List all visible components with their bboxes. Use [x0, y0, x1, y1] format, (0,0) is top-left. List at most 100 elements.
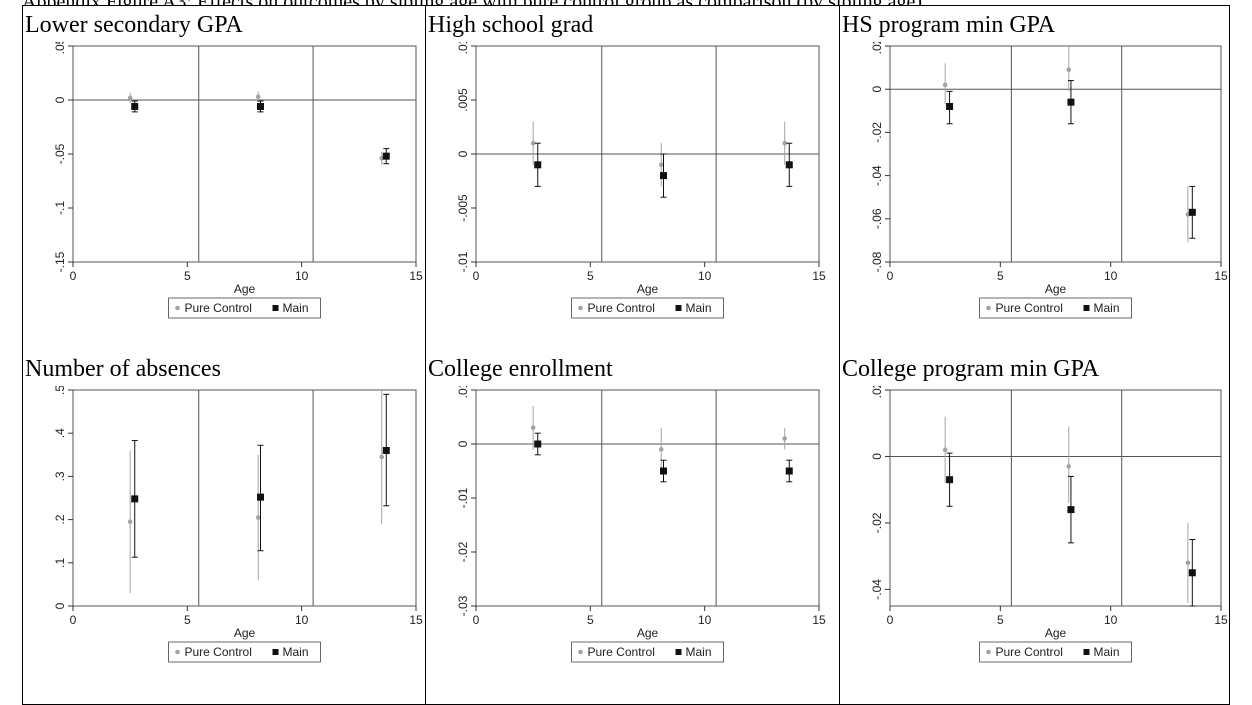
- panel-college-enrollment: College enrollment .01 0 -.01 -.02 -.03 0 5 10 1…: [425, 350, 840, 705]
- legend-label: Pure Control: [185, 301, 252, 315]
- main-point: [946, 102, 954, 110]
- x-axis-label: Age: [234, 626, 256, 640]
- x-axis-label: Age: [1045, 626, 1067, 640]
- y-tick-label: .005: [456, 88, 470, 112]
- panel-title: College program min GPA: [842, 356, 1100, 382]
- main-point: [1188, 208, 1196, 216]
- legend-label: Main: [283, 645, 309, 659]
- y-tick-label: -.01: [456, 487, 470, 508]
- x-tick-label: 10: [295, 613, 309, 627]
- y-tick-label: .5: [53, 386, 67, 395]
- plot-region: [475, 389, 820, 607]
- legend-marker-pure-control: [986, 305, 991, 311]
- main-point: [131, 102, 139, 110]
- legend-marker-pure-control: [175, 649, 180, 655]
- panel-title: High school grad: [428, 12, 594, 38]
- pure-control-point: [379, 454, 385, 460]
- legend-label: Main: [283, 301, 309, 315]
- x-tick-label: 10: [698, 613, 712, 627]
- x-tick-label: 15: [409, 613, 423, 627]
- main-point: [660, 172, 668, 180]
- legend-box: [168, 641, 321, 663]
- legend-label: Pure Control: [588, 645, 655, 659]
- panel-plot: .5 .4 .3 .2 .1 00 5 10 15 Age Pure Control Main: [53, 386, 423, 663]
- legend-marker-main: [272, 305, 279, 311]
- legend-label: Main: [686, 301, 712, 315]
- y-tick-label: -.06: [870, 208, 884, 229]
- x-tick-label: 10: [1104, 269, 1118, 283]
- y-tick-label: -.08: [870, 251, 884, 272]
- x-tick-label: 5: [587, 613, 594, 627]
- x-tick-label: 0: [70, 613, 77, 627]
- y-tick-label: -.005: [456, 194, 470, 222]
- y-tick-label: -.1: [53, 201, 67, 215]
- x-tick-label: 15: [1214, 269, 1228, 283]
- legend-label: Pure Control: [996, 301, 1063, 315]
- y-tick-label: -.05: [53, 143, 67, 164]
- panel-title: Number of absences: [25, 356, 221, 382]
- panel-college-program-min-gpa: College program min GPA .02 0 -.02 -.04 0 5 10…: [839, 350, 1230, 705]
- x-tick-label: 15: [812, 613, 826, 627]
- pure-control-point: [530, 425, 536, 431]
- y-tick-label: -.01: [456, 251, 470, 272]
- panel-hs-program-min-gpa: HS program min GPA .02 0 -.02 -.04 -.06 -.08 0…: [839, 6, 1230, 351]
- panel-lower-secondary-gpa: Lower secondary GPA .05 0 -.05 -.1 -.15 0 5 10 1…: [22, 6, 426, 351]
- y-tick-label: -.02: [870, 122, 884, 143]
- y-tick-label: 0: [456, 150, 470, 157]
- y-tick-label: -.03: [456, 595, 470, 616]
- main-point: [1188, 569, 1196, 577]
- plot-region: [889, 389, 1222, 607]
- y-tick-label: .2: [53, 514, 67, 524]
- pure-control-point: [255, 94, 261, 100]
- main-point: [131, 495, 139, 503]
- legend-box: [571, 297, 724, 319]
- y-tick-label: .02: [870, 386, 884, 398]
- y-tick-label: -.04: [870, 579, 884, 600]
- x-tick-label: 5: [184, 269, 191, 283]
- main-point: [382, 446, 390, 454]
- y-tick-label: .3: [53, 471, 67, 481]
- main-point: [660, 467, 668, 475]
- legend-box: [979, 297, 1132, 319]
- main-point: [946, 476, 954, 484]
- x-axis-label: Age: [234, 282, 256, 296]
- panel-number-of-absences: Number of absences .5 .4 .3 .2 .1 0 0 5 10 15 Age P…: [22, 350, 426, 705]
- pure-control-point: [782, 140, 787, 146]
- x-tick-label: 10: [698, 269, 712, 283]
- legend-label: Pure Control: [185, 645, 252, 659]
- x-tick-label: 5: [997, 613, 1004, 627]
- pure-control-point: [942, 82, 948, 88]
- legend-marker-pure-control: [986, 649, 991, 655]
- x-axis-label: Age: [637, 626, 659, 640]
- x-axis-label: Age: [637, 282, 659, 296]
- pure-control-point: [782, 436, 787, 441]
- y-tick-label: .1: [53, 557, 67, 567]
- y-tick-label: .01: [456, 42, 470, 54]
- main-point: [1067, 98, 1075, 106]
- main-point: [257, 493, 265, 501]
- y-tick-label: 0: [456, 440, 470, 447]
- pure-control-point: [658, 447, 664, 452]
- pure-control-point: [1066, 464, 1072, 469]
- y-tick-label: .01: [456, 386, 470, 398]
- pure-control-point: [530, 140, 536, 146]
- legend-label: Main: [1094, 301, 1120, 315]
- main-point: [785, 161, 793, 169]
- x-tick-label: 5: [997, 269, 1004, 283]
- x-tick-label: 0: [887, 269, 894, 283]
- x-tick-label: 15: [1214, 613, 1228, 627]
- legend-marker-main: [1083, 649, 1090, 655]
- x-tick-label: 0: [473, 613, 480, 627]
- panel-title: College enrollment: [428, 356, 613, 382]
- plot-region: [72, 389, 417, 607]
- y-tick-label: 0: [53, 96, 67, 103]
- y-tick-label: -.15: [53, 251, 67, 272]
- legend-label: Main: [686, 645, 712, 659]
- legend-label: Pure Control: [996, 645, 1063, 659]
- panel-title: HS program min GPA: [842, 12, 1056, 38]
